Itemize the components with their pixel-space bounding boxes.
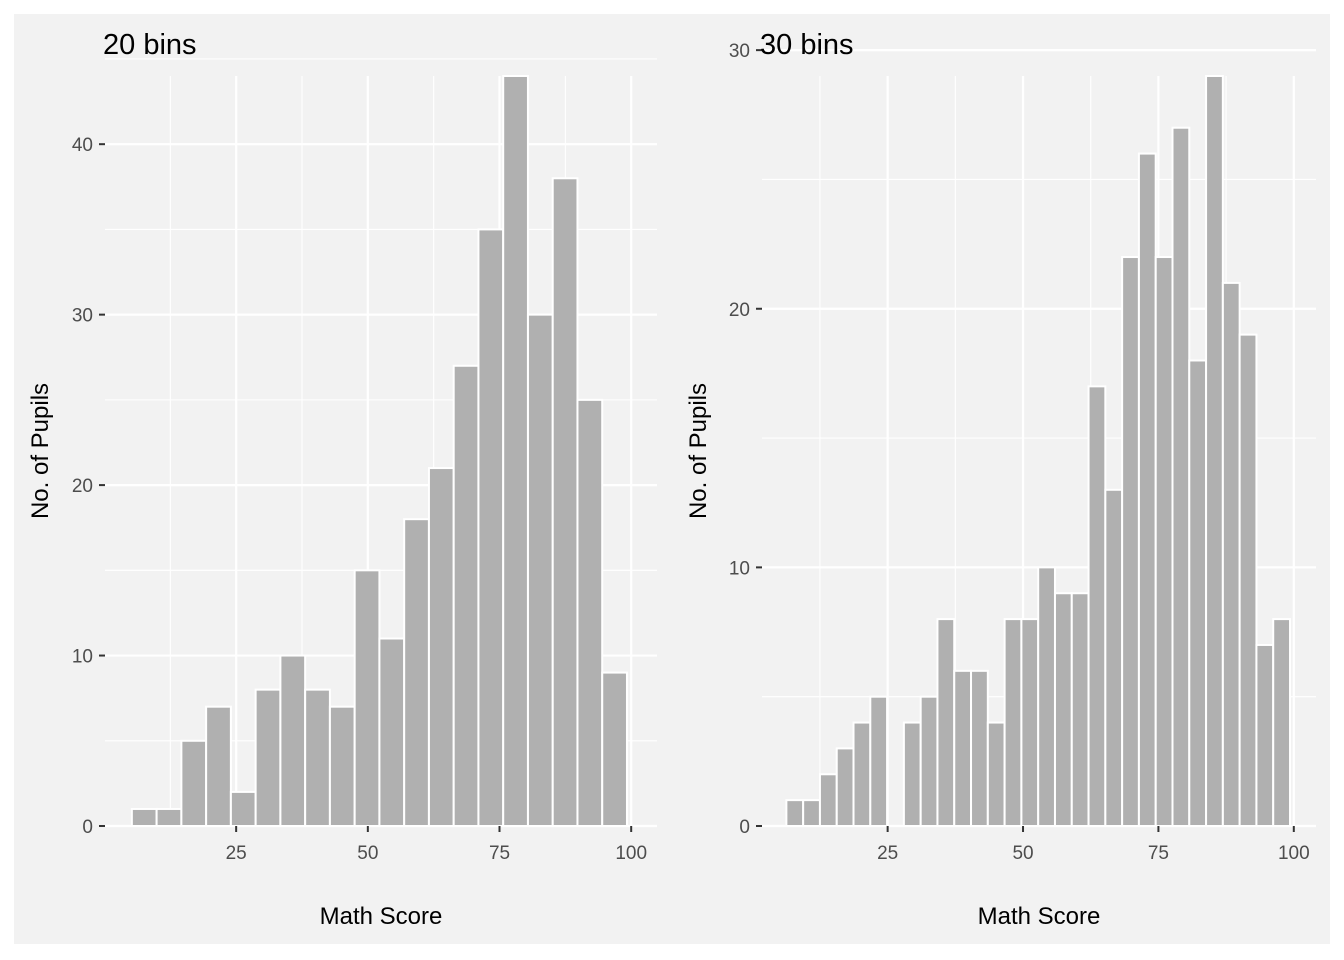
histogram-bar [1053,592,1073,828]
histogram-bar [835,747,855,828]
chart-title: 20 bins [103,29,197,61]
y-tick-label: 10 [72,647,93,668]
histogram-bar [1221,281,1241,827]
histogram-bar [502,75,529,827]
histogram-bar [953,669,973,827]
histogram-bar [328,705,356,828]
y-tick-label: 30 [72,306,93,327]
x-tick-label: 50 [357,843,378,864]
histogram-bar [802,799,821,828]
histogram-bar [1020,618,1040,827]
x-tick-label: 50 [1012,843,1033,864]
histogram-bar [427,467,455,827]
histogram-bar [452,364,480,827]
x-axis-title: Math Score [978,903,1101,930]
chart-panel-1: 25 50 75 100 0 10 20 30 40 Math Score No. of Pupil… [27,29,657,930]
x-tick-label: 100 [615,843,647,864]
histogram-bar [785,799,805,828]
histogram-bar [936,618,956,827]
histogram-bar [852,721,872,827]
histogram-bar [279,654,307,828]
x-tick-label: 25 [226,843,247,864]
histogram-bar [304,688,331,827]
histogram-bar [1037,566,1056,828]
histogram-bar [477,228,505,827]
y-tick-label: 10 [729,558,750,579]
histogram-bar [1087,385,1107,827]
histogram-bar [1238,333,1258,827]
x-tick-label: 75 [489,843,510,864]
histogram-bar [130,807,158,827]
histogram-bar [818,773,838,828]
x-axis-title: Math Score [320,903,443,930]
histogram-bar [180,739,208,827]
histogram-bar [1070,592,1090,828]
y-tick-label: 0 [82,817,93,838]
histogram-bar [1272,618,1292,827]
y-tick-label: 20 [729,300,750,321]
chart-title: 30 bins [760,29,854,61]
y-tick-label: 40 [72,135,93,156]
histogram-bar [254,688,282,827]
histogram-bar [551,177,579,828]
histogram-bar [576,398,604,827]
x-tick-label: 100 [1278,843,1310,864]
histogram-bar [902,721,922,827]
histogram-bar [1003,618,1023,827]
histogram-bar [1121,256,1140,827]
histogram-bar [205,705,232,828]
histogram-bar [1154,256,1174,827]
histogram-bar [601,671,628,827]
histogram-bar [403,518,430,827]
histogram-bar [1171,126,1191,828]
chart-panel-2: 25 50 75 100 0 10 20 30 Math Score No. of Pupils 3… [685,29,1316,930]
x-tick-label: 25 [877,843,898,864]
y-axis-title: No. of Pupils [685,383,712,519]
y-tick-label: 0 [739,817,750,838]
histogram-bar [1188,359,1208,827]
y-tick-label: 20 [72,476,93,497]
histogram-bar [1205,75,1224,827]
histogram-bar [1137,152,1157,828]
histogram-bar [986,721,1006,827]
histogram-bar [155,807,183,827]
histogram-bar [378,637,406,827]
histogram-bar [229,790,257,828]
x-tick-label: 75 [1148,843,1169,864]
y-tick-label: 30 [729,41,750,62]
y-axis-title: No. of Pupils [27,383,54,519]
histogram-bar [526,313,554,827]
histogram-bar [353,569,381,827]
histogram-bar [1255,643,1275,827]
histogram-bar [919,695,939,827]
histogram-bar [1104,488,1124,827]
histogram-bar [869,695,889,827]
histogram-bar [970,669,989,827]
